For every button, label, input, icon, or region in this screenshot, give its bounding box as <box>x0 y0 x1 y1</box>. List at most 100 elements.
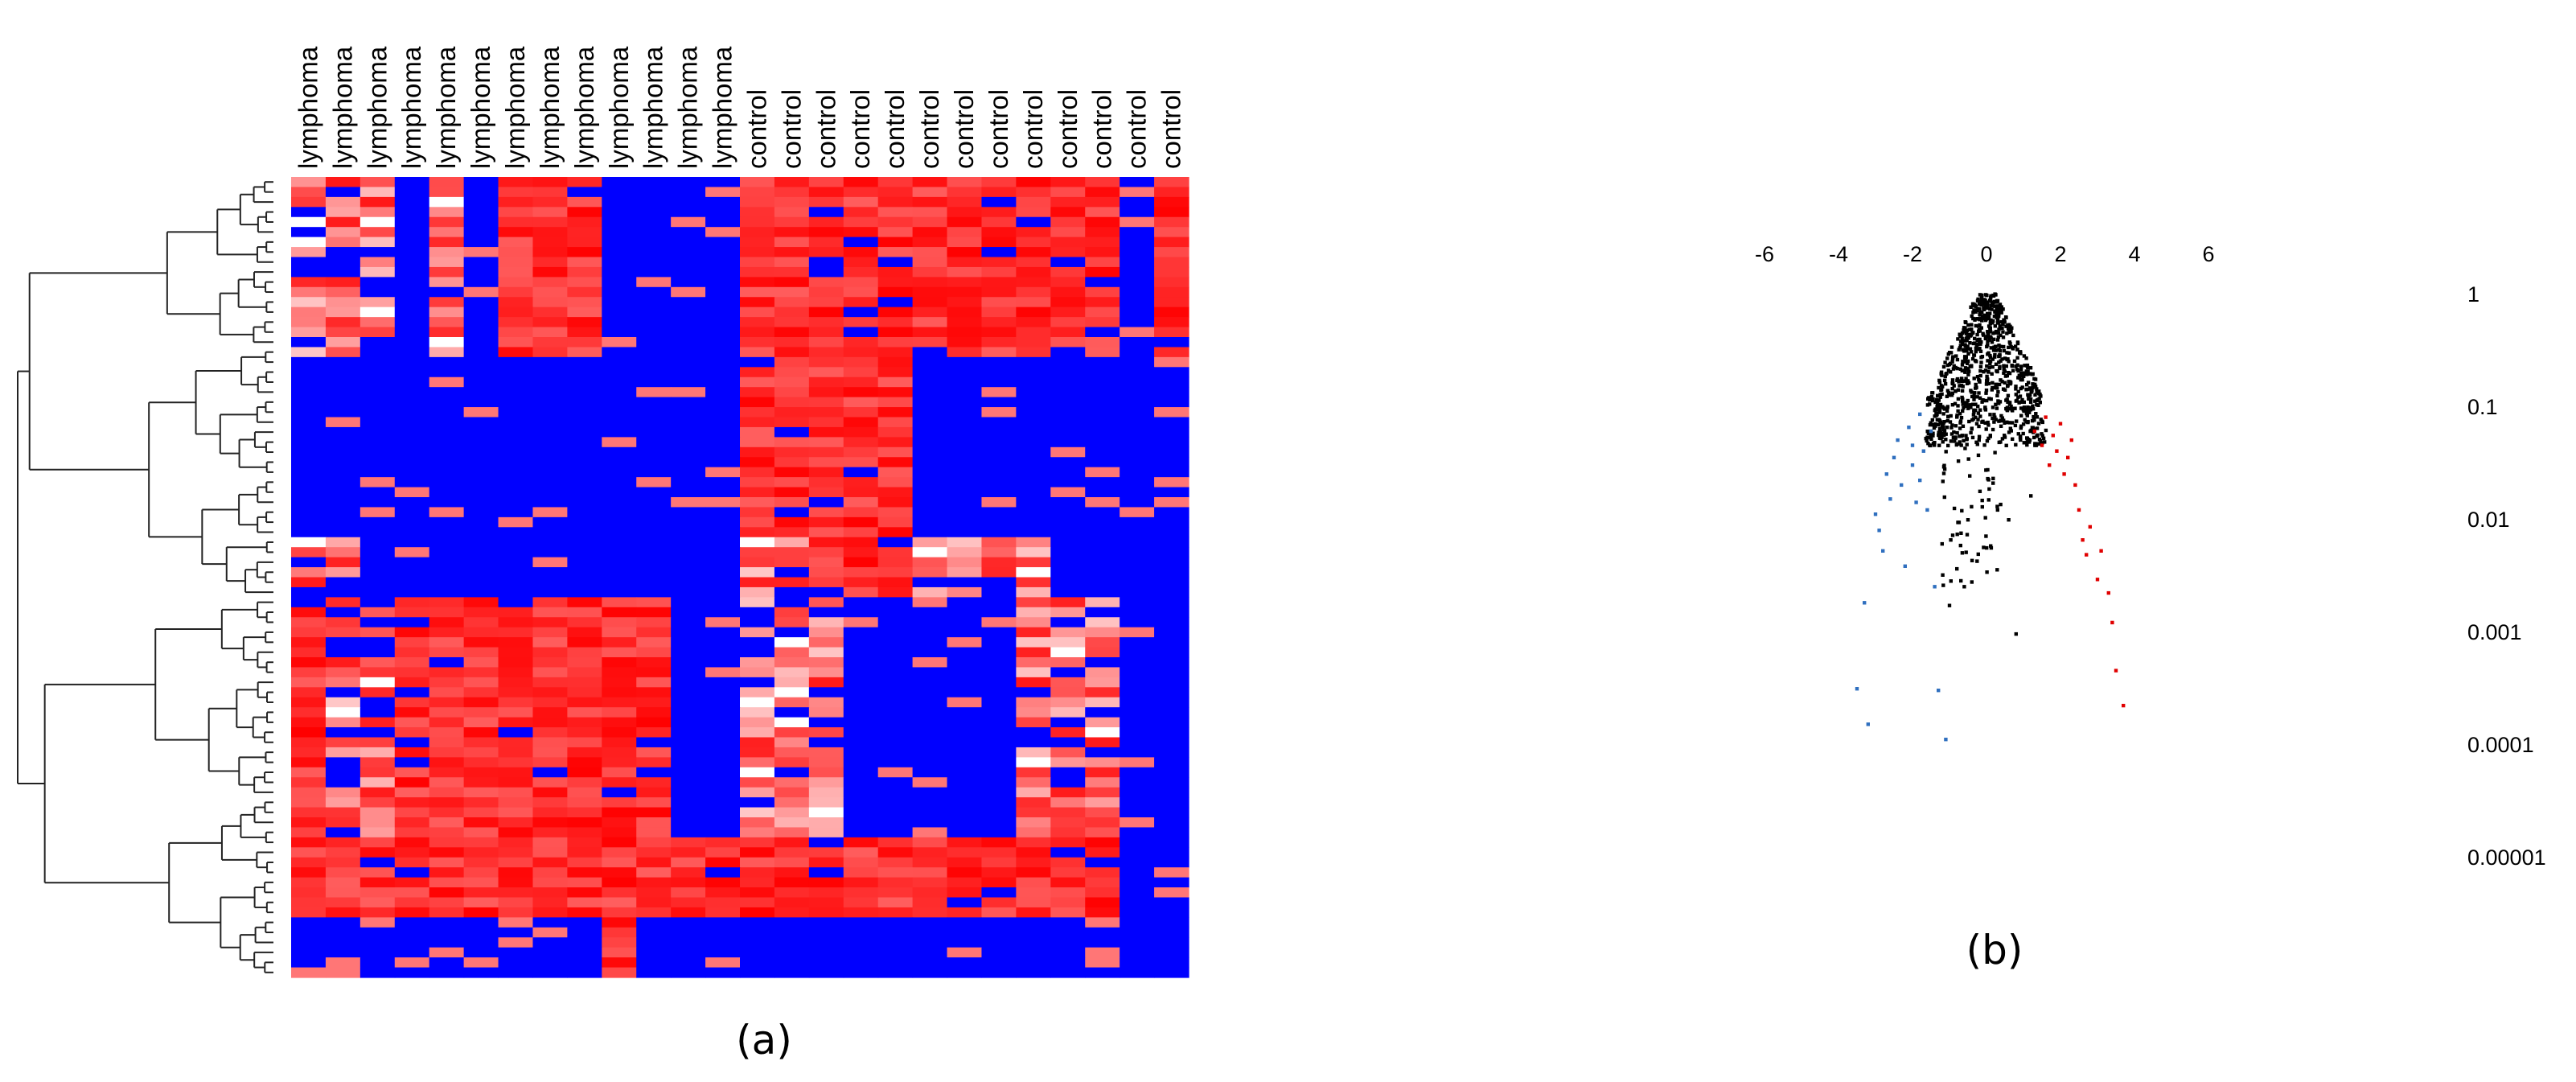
heatmap-cell <box>1154 597 1189 608</box>
ns-point <box>2019 434 2023 438</box>
heatmap-cell <box>429 827 465 838</box>
heatmap-cell <box>1085 837 1120 848</box>
heatmap-cell <box>602 667 637 678</box>
heatmap-cell <box>774 817 810 829</box>
heatmap-cell <box>843 687 879 698</box>
heatmap-cell <box>291 367 327 378</box>
heatmap-cell <box>498 687 534 698</box>
heatmap-cell <box>877 286 914 298</box>
heatmap-cell <box>636 277 672 288</box>
heatmap-cell <box>359 807 396 818</box>
heatmap-cell <box>947 777 983 788</box>
heatmap-cell <box>1085 187 1120 198</box>
heatmap-cell <box>359 487 396 498</box>
heatmap-cell <box>912 337 948 348</box>
heatmap-cell <box>567 747 602 758</box>
heatmap-cell <box>1016 367 1051 378</box>
ns-point <box>2011 368 2015 372</box>
heatmap-cell <box>532 617 568 628</box>
heatmap-cell <box>1050 437 1086 448</box>
heatmap-cell <box>740 697 775 708</box>
heatmap-cell <box>1050 347 1086 358</box>
heatmap-cell <box>1085 947 1120 958</box>
heatmap-cell <box>671 697 706 708</box>
y-tick-label: 0.00001 <box>2467 845 2546 870</box>
ns-point <box>1973 359 1978 363</box>
heatmap-cell <box>808 837 844 848</box>
heatmap-cell <box>602 196 637 208</box>
heatmap-cell <box>947 367 983 378</box>
heatmap-cell <box>808 727 844 738</box>
heatmap-cell <box>912 497 948 508</box>
ns-point <box>1998 400 2003 404</box>
ns-point <box>1955 366 1959 371</box>
ns-point <box>2005 331 2009 335</box>
ns-point <box>2024 388 2028 392</box>
heatmap-cell <box>774 507 810 518</box>
heatmap-cell <box>394 547 430 558</box>
heatmap-cell <box>947 797 983 808</box>
heatmap-cell <box>463 297 499 308</box>
ns-point <box>1969 333 1974 337</box>
heatmap-cell <box>602 617 637 628</box>
heatmap-cell <box>843 657 879 669</box>
ns-point <box>1983 335 1988 339</box>
heatmap-cell <box>705 286 741 298</box>
heatmap-cell <box>1120 817 1155 829</box>
ns-point <box>1973 336 1977 341</box>
heatmap-cell <box>532 957 568 969</box>
heatmap-cell <box>498 617 534 628</box>
heatmap-cell <box>1085 207 1120 218</box>
ns-point <box>1970 314 1974 319</box>
column-label: control <box>776 89 806 169</box>
heatmap-cell <box>705 277 741 288</box>
heatmap-cell <box>429 937 465 948</box>
column-label: control <box>845 89 875 169</box>
ns-point <box>1984 391 1988 395</box>
heatmap-cell <box>981 917 1017 928</box>
heatmap-cell <box>325 807 361 818</box>
heatmap-cell <box>671 417 706 428</box>
heatmap-cell <box>912 426 948 438</box>
heatmap-cell <box>774 947 810 958</box>
heatmap-cell <box>877 727 914 738</box>
heatmap-cell <box>567 286 602 298</box>
heatmap-cell <box>774 637 810 648</box>
ns-point <box>1982 316 1986 321</box>
ns-point <box>2019 426 2023 430</box>
ns-point <box>2026 419 2030 424</box>
heatmap-cell <box>671 937 706 948</box>
heatmap-cell <box>981 907 1017 918</box>
ns-point <box>1945 372 1949 376</box>
ns-point <box>1944 438 1948 442</box>
heatmap-cell <box>532 227 568 238</box>
heatmap-cell <box>808 207 844 218</box>
heatmap-cell <box>359 216 396 228</box>
panel-a-label: (a) <box>736 1017 792 1063</box>
heatmap-cell <box>325 957 361 969</box>
heatmap-cell <box>429 747 465 758</box>
heatmap-cell <box>774 527 810 538</box>
heatmap-cell <box>429 817 465 829</box>
heatmap-cell <box>602 387 637 398</box>
heatmap-cell <box>1085 257 1120 268</box>
heatmap-cell <box>877 767 914 778</box>
heatmap-cell <box>429 277 465 288</box>
heatmap-cell <box>1050 577 1086 588</box>
heatmap-cell <box>671 637 706 648</box>
up-point <box>2051 434 2055 438</box>
heatmap-cell <box>877 647 914 658</box>
heatmap-cell <box>359 757 396 768</box>
heatmap-cell <box>532 497 568 508</box>
heatmap-cell <box>498 437 534 448</box>
heatmap-cell <box>912 887 948 899</box>
heatmap-cell <box>636 877 672 888</box>
heatmap-cell <box>671 216 706 228</box>
heatmap-cell <box>1154 516 1189 528</box>
heatmap-cell <box>671 376 706 388</box>
heatmap-cell <box>359 937 396 948</box>
down-point <box>1866 722 1870 726</box>
heatmap-cell <box>463 717 499 728</box>
ns-point <box>2025 413 2029 418</box>
heatmap-cell <box>1050 667 1086 678</box>
